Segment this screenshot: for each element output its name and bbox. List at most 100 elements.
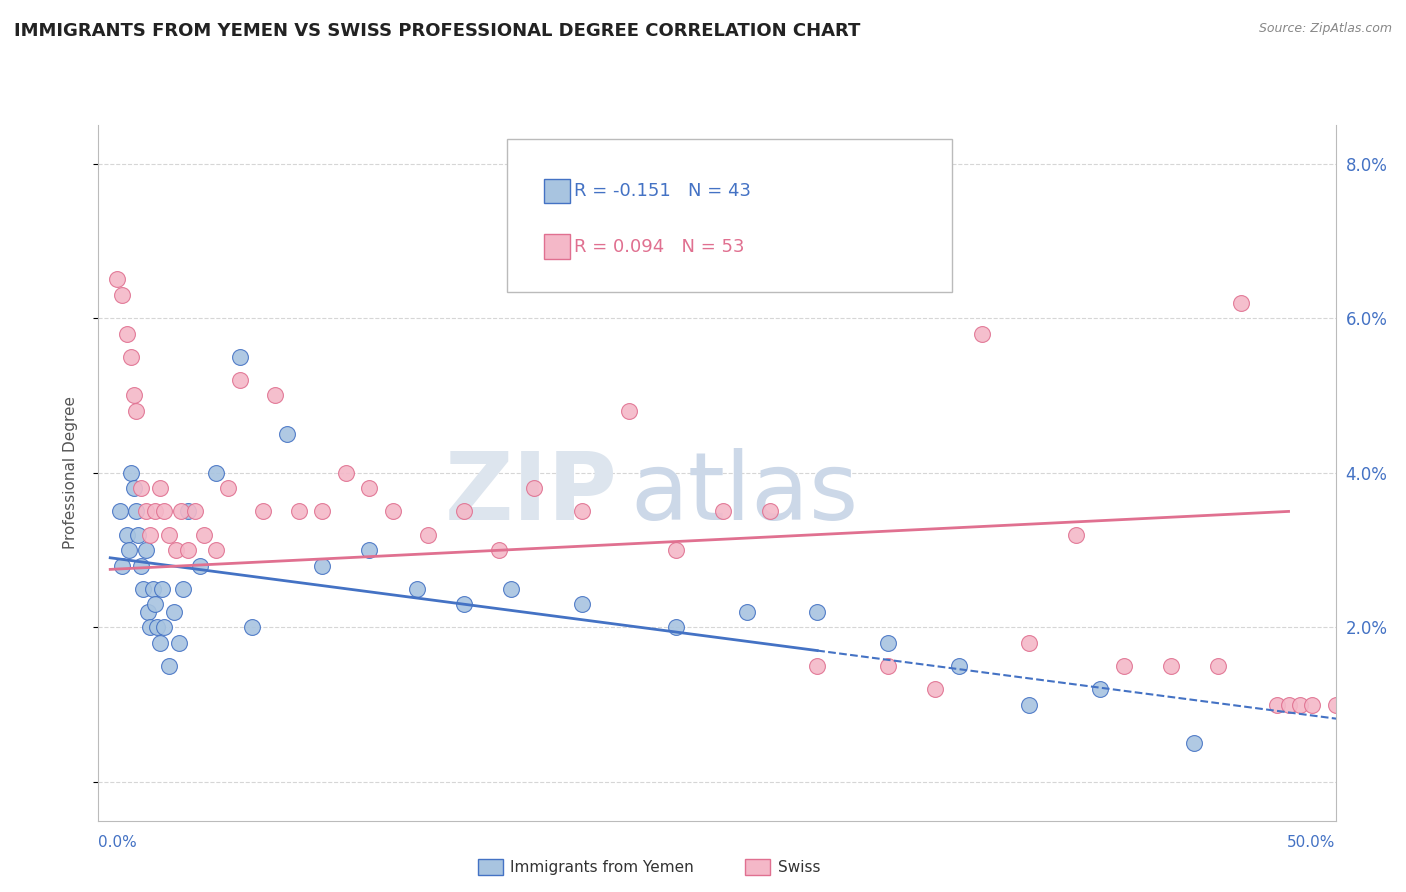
Point — [806, 659, 828, 673]
Point — [1018, 698, 1040, 712]
Point — [142, 582, 165, 596]
Point — [122, 481, 145, 495]
Point — [1182, 736, 1205, 750]
Point — [735, 605, 758, 619]
Point — [1324, 698, 1347, 712]
Point — [523, 481, 546, 495]
Point — [276, 427, 298, 442]
Point — [453, 504, 475, 518]
Point — [1088, 682, 1111, 697]
Point — [335, 466, 357, 480]
Point — [229, 350, 252, 364]
Point — [1289, 698, 1312, 712]
Point — [170, 504, 193, 518]
Point — [150, 582, 173, 596]
Point — [146, 620, 169, 634]
Point — [1277, 698, 1299, 712]
Point — [193, 527, 215, 541]
Point — [157, 527, 180, 541]
Point — [135, 543, 157, 558]
Point — [759, 504, 782, 518]
Point — [359, 543, 381, 558]
Text: ZIP: ZIP — [446, 448, 619, 540]
Point — [1348, 698, 1371, 712]
Point — [972, 326, 994, 341]
Point — [153, 620, 176, 634]
Point — [143, 597, 166, 611]
Point — [405, 582, 427, 596]
Point — [948, 659, 970, 673]
Text: 0.0%: 0.0% — [98, 836, 138, 850]
Point — [1206, 659, 1229, 673]
Bar — [544, 178, 569, 203]
Point — [217, 481, 239, 495]
Point — [108, 504, 131, 518]
Point — [139, 527, 162, 541]
Point — [125, 404, 148, 418]
Point — [127, 527, 149, 541]
Point — [125, 504, 148, 518]
Point — [165, 543, 187, 558]
Point — [229, 373, 252, 387]
Point — [149, 636, 172, 650]
Point — [122, 388, 145, 402]
Point — [149, 481, 172, 495]
Point — [188, 558, 211, 573]
Point — [184, 504, 207, 518]
Point — [287, 504, 309, 518]
Point — [118, 543, 141, 558]
Point — [1112, 659, 1135, 673]
Point — [205, 466, 228, 480]
Point — [240, 620, 263, 634]
Point — [167, 636, 190, 650]
Bar — [544, 235, 569, 259]
Point — [205, 543, 228, 558]
Point — [163, 605, 186, 619]
Point — [139, 620, 162, 634]
Point — [1301, 698, 1323, 712]
Point — [120, 466, 142, 480]
Point — [665, 543, 688, 558]
Point — [711, 504, 734, 518]
Point — [111, 558, 134, 573]
Point — [1265, 698, 1288, 712]
Text: Immigrants from Yemen: Immigrants from Yemen — [510, 860, 695, 874]
Point — [115, 527, 138, 541]
Point — [172, 582, 194, 596]
Point — [617, 404, 640, 418]
Point — [129, 558, 152, 573]
FancyBboxPatch shape — [506, 139, 952, 292]
Point — [135, 504, 157, 518]
Point — [877, 659, 900, 673]
Point — [1018, 636, 1040, 650]
Point — [311, 504, 333, 518]
Point — [1066, 527, 1088, 541]
Point — [143, 504, 166, 518]
Point — [418, 527, 440, 541]
Point — [157, 659, 180, 673]
Text: Source: ZipAtlas.com: Source: ZipAtlas.com — [1258, 22, 1392, 36]
Text: atlas: atlas — [630, 448, 859, 540]
Point — [453, 597, 475, 611]
Point — [132, 582, 155, 596]
Point — [571, 504, 593, 518]
Point — [877, 636, 900, 650]
Point — [264, 388, 287, 402]
Point — [1160, 659, 1182, 673]
Point — [359, 481, 381, 495]
Point — [311, 558, 333, 573]
Point — [665, 620, 688, 634]
Point — [105, 272, 128, 286]
Text: R = 0.094   N = 53: R = 0.094 N = 53 — [574, 237, 745, 256]
Point — [571, 597, 593, 611]
Text: IMMIGRANTS FROM YEMEN VS SWISS PROFESSIONAL DEGREE CORRELATION CHART: IMMIGRANTS FROM YEMEN VS SWISS PROFESSIO… — [14, 22, 860, 40]
Point — [136, 605, 159, 619]
Point — [924, 682, 946, 697]
Point — [111, 288, 134, 302]
Point — [129, 481, 152, 495]
Point — [382, 504, 405, 518]
Text: R = -0.151   N = 43: R = -0.151 N = 43 — [574, 182, 751, 200]
Point — [120, 350, 142, 364]
Point — [153, 504, 176, 518]
Point — [499, 582, 522, 596]
